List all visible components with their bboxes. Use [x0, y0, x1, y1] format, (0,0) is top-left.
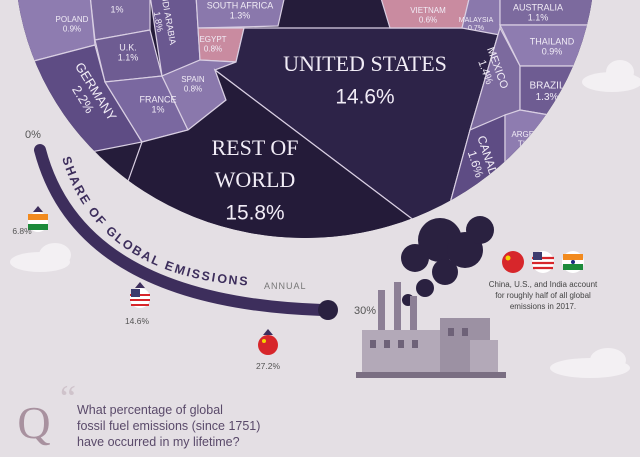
flag	[258, 335, 278, 355]
country-share: 0.8%	[204, 44, 222, 53]
country-name: SOUTH AFRICA	[207, 0, 274, 10]
cell-label: REST OF WORLD 15.8%	[211, 135, 298, 224]
gauge-end	[318, 300, 338, 320]
country-name: ARGEN-	[511, 130, 542, 139]
gauge-max: 30%	[354, 305, 376, 317]
question: What percentage of global fossil fuel emi…	[77, 403, 260, 449]
country-name: UNITED STATES	[283, 51, 447, 76]
quote-mark: “	[60, 378, 76, 418]
country-share: 14.6%	[335, 85, 394, 108]
country-cell	[195, 0, 286, 29]
country-share: 0.9%	[63, 24, 81, 33]
cell-label: U.K.1.1%	[118, 42, 139, 62]
flag-star	[262, 339, 266, 343]
note: China, U.S., and India account for roughl…	[489, 280, 598, 311]
gauge-min: 0%	[25, 129, 41, 141]
country-cell	[99, 68, 442, 238]
country-share: 1.8%	[152, 11, 165, 33]
question-line: fossil fuel emissions (since 1751)	[77, 419, 260, 433]
country-share: 0.9%	[542, 47, 563, 57]
country-name: VIETNAM	[410, 6, 446, 15]
country-name: POLAND	[56, 15, 89, 24]
country-share: 1.3%	[536, 92, 559, 103]
country-share: 1%	[151, 105, 164, 115]
country-name: THAILAND	[530, 36, 575, 46]
gauge-markers: 6.8% 14.6% 27.2%	[12, 206, 280, 371]
marker-pin	[33, 206, 43, 212]
country-share: 1%	[110, 4, 123, 14]
clouds	[10, 60, 640, 378]
country-name: BRAZIL	[529, 81, 564, 92]
country-share: 1.1%	[118, 53, 139, 63]
country-share: 0.8%	[184, 84, 202, 93]
cell-label: UNITED STATES 14.6%	[283, 51, 447, 108]
question-line: What percentage of global	[77, 403, 223, 417]
country-share: 1.3%	[230, 11, 251, 21]
note-line: emissions in 2017.	[510, 302, 576, 311]
gauge-subtitle: ANNUAL	[264, 281, 307, 291]
country-share: 15.8%	[225, 201, 284, 224]
marker-label: 6.8%	[12, 226, 32, 236]
marker-label: 14.6%	[125, 316, 150, 326]
country-name: FRANCE	[139, 94, 176, 104]
question-line: have occurred in my lifetime?	[77, 435, 240, 449]
note-line: China, U.S., and India account	[489, 280, 598, 289]
country-name: AUSTRALIA	[513, 2, 563, 12]
country-share: 0.7%	[468, 25, 484, 32]
note-flags	[502, 251, 584, 273]
marker-pin	[135, 282, 145, 288]
country-name: MALAYSIA	[459, 17, 494, 24]
flag-canton	[131, 289, 140, 297]
country-name: WORLD	[215, 167, 296, 192]
country-share: 1.1%	[528, 13, 549, 23]
marker-label: 27.2%	[256, 361, 281, 371]
gauge-arc	[34, 144, 328, 316]
country-name: SPAIN	[181, 75, 205, 84]
question-letter: Q	[17, 397, 50, 448]
cell-label: 1%	[110, 4, 123, 14]
country-name: U.K.	[119, 42, 137, 52]
country-name: REST OF	[211, 135, 298, 160]
note-line: for roughly half of all global	[495, 291, 591, 300]
country-name: EGYPT	[199, 35, 226, 44]
country-share: 0.6%	[419, 15, 437, 24]
marker-pin	[263, 329, 273, 335]
factory	[356, 282, 506, 378]
